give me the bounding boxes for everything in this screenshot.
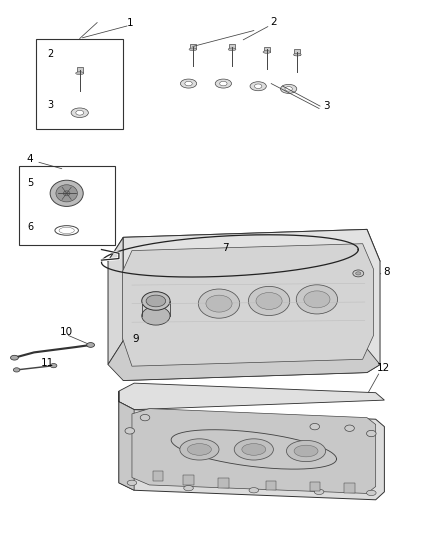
Ellipse shape [254,84,262,88]
Ellipse shape [50,180,83,206]
Ellipse shape [127,480,137,486]
Ellipse shape [296,285,338,314]
Text: 7: 7 [222,243,229,253]
Ellipse shape [286,440,325,462]
Ellipse shape [293,53,301,56]
Text: 8: 8 [383,267,390,277]
Ellipse shape [256,293,282,310]
Ellipse shape [353,270,364,277]
Ellipse shape [185,82,192,86]
Ellipse shape [248,286,290,316]
Polygon shape [132,409,376,494]
Ellipse shape [120,334,125,335]
Ellipse shape [367,490,376,496]
Text: 4: 4 [26,155,33,164]
Text: 2: 2 [47,49,53,59]
Bar [266,481,276,490]
Ellipse shape [110,337,115,338]
Bar [294,49,300,55]
Ellipse shape [56,185,78,202]
Bar [264,46,270,52]
Bar [153,471,163,481]
Ellipse shape [285,87,292,91]
Polygon shape [108,229,380,277]
Polygon shape [123,229,380,381]
Text: 6: 6 [28,222,34,232]
Text: 9: 9 [132,334,139,344]
Text: 12: 12 [377,364,390,373]
Text: 2: 2 [270,17,277,27]
Ellipse shape [280,84,297,93]
Ellipse shape [242,443,266,455]
Ellipse shape [125,427,134,434]
Ellipse shape [64,191,70,196]
Bar [36,38,123,128]
Ellipse shape [215,79,232,88]
Polygon shape [119,391,134,490]
Bar [344,483,355,493]
Ellipse shape [76,72,84,75]
Bar [120,331,124,335]
Ellipse shape [310,423,320,430]
Ellipse shape [142,292,170,310]
Bar [184,475,194,485]
Bar [19,166,115,245]
Ellipse shape [142,306,170,325]
Ellipse shape [356,272,361,275]
Ellipse shape [187,443,212,455]
Ellipse shape [11,356,18,360]
Ellipse shape [249,488,258,493]
Ellipse shape [71,108,88,117]
Ellipse shape [146,295,166,307]
Ellipse shape [198,289,240,318]
Ellipse shape [184,486,193,491]
Ellipse shape [367,430,376,437]
Bar [229,44,235,50]
Ellipse shape [228,48,236,51]
Ellipse shape [87,343,95,348]
Ellipse shape [189,48,197,51]
Ellipse shape [234,439,273,460]
Text: 1: 1 [127,18,133,28]
Ellipse shape [206,295,232,312]
Bar [190,44,196,50]
Polygon shape [108,237,123,365]
Text: 5: 5 [28,178,34,188]
Bar [310,482,320,491]
Bar [218,478,229,488]
Bar [110,334,114,338]
Ellipse shape [304,291,330,308]
Ellipse shape [180,439,219,460]
Ellipse shape [180,79,197,88]
Ellipse shape [219,82,227,86]
Polygon shape [119,383,385,410]
Ellipse shape [50,364,57,368]
Ellipse shape [263,51,271,53]
Text: 10: 10 [60,327,73,337]
Polygon shape [108,341,380,381]
Ellipse shape [140,415,150,421]
Polygon shape [119,402,385,500]
Ellipse shape [345,425,354,431]
Ellipse shape [76,110,84,115]
Text: 3: 3 [324,101,330,111]
Bar [77,68,83,73]
Text: 11: 11 [40,358,54,368]
Ellipse shape [13,368,20,372]
Text: 3: 3 [47,101,53,110]
Ellipse shape [250,82,266,91]
Ellipse shape [294,445,318,457]
Polygon shape [122,244,374,366]
Ellipse shape [314,489,324,495]
